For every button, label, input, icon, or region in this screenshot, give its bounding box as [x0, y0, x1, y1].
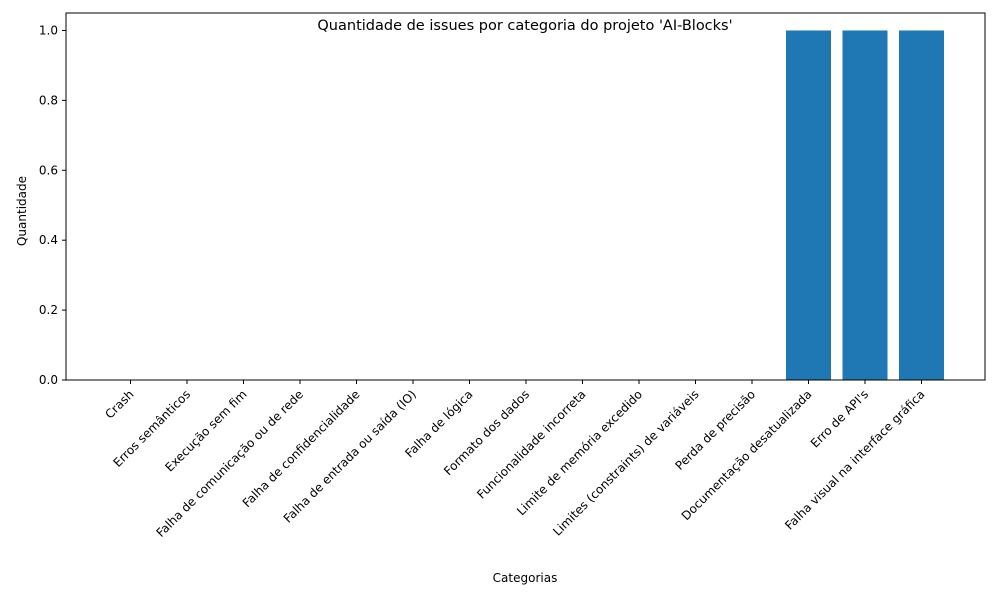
- bar: [842, 30, 888, 380]
- x-axis-label: Categorias: [493, 571, 558, 585]
- chart-title: Quantidade de issues por categoria do pr…: [317, 18, 732, 34]
- x-tick-label: Erro de API's: [808, 387, 871, 450]
- x-tick-label: Crash: [102, 387, 136, 421]
- y-axis-label: Quantidade: [15, 176, 29, 246]
- y-tick-label: 0.6: [39, 163, 58, 177]
- y-tick-label: 0.2: [39, 303, 58, 317]
- bar: [786, 30, 831, 380]
- x-tick-label: Falha de confidencialidade: [240, 387, 363, 510]
- bars-group: [786, 30, 944, 380]
- y-tick-label: 0.4: [39, 233, 58, 247]
- bar: [899, 30, 944, 380]
- y-tick-label: 0.8: [39, 93, 58, 107]
- y-tick-label: 1.0: [39, 23, 58, 37]
- y-axis: 0.0 0.2 0.4 0.6 0.8 1.0: [39, 23, 66, 387]
- y-tick-label: 0.0: [39, 373, 58, 387]
- plot-frame: [65, 12, 986, 381]
- x-tick-label: Funcionalidade incorreta: [474, 387, 588, 501]
